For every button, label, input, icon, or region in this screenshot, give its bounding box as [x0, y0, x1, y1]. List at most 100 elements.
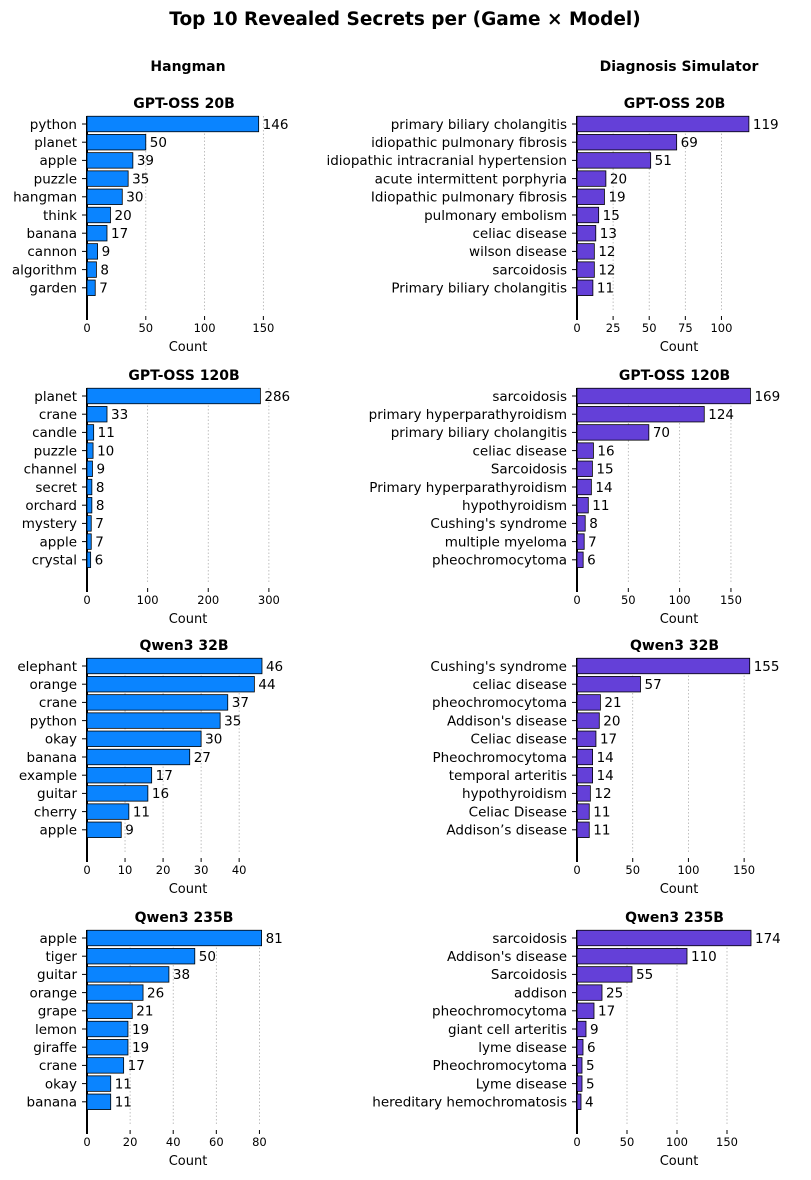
bar — [576, 170, 607, 187]
category-label: crane — [39, 695, 77, 711]
value-label: 11 — [593, 823, 610, 839]
x-axis-label: Count — [660, 340, 699, 355]
bar — [86, 676, 255, 693]
figure-title: Top 10 Revealed Secrets per (Game × Mode… — [169, 9, 640, 30]
chart-panel-1: GPT-OSS 20B 0 50 100 150 Count python 146 planet… — [12, 96, 289, 355]
category-label: Pheochromocytoma — [432, 750, 567, 766]
bar — [576, 712, 600, 729]
bar — [576, 387, 751, 405]
category-label: banana — [27, 1095, 78, 1111]
bar — [86, 1002, 133, 1019]
category-label: Celiac Disease — [469, 804, 567, 820]
bar — [86, 767, 153, 784]
category-label: garden — [29, 281, 77, 297]
category-label: primary biliary cholangitis — [391, 117, 567, 133]
chart-panel-6: Qwen3 32B 0 50 100 150 Count Cushing's syndrom… — [430, 638, 779, 897]
bar — [86, 497, 93, 514]
value-label: 6 — [95, 553, 104, 569]
value-label: 33 — [111, 407, 128, 423]
x-tick-label: 20 — [156, 863, 171, 877]
bar — [576, 225, 597, 242]
category-label: Sarcoidosis — [491, 462, 567, 478]
bar — [86, 657, 263, 675]
category-label: giraffe — [33, 1040, 77, 1056]
category-label: planet — [34, 389, 77, 405]
category-label: algorithm — [12, 262, 77, 278]
category-label: Sarcoidosis — [491, 967, 567, 983]
bar — [86, 1057, 125, 1074]
bar — [86, 803, 130, 820]
bar — [576, 134, 678, 151]
bar — [86, 188, 123, 205]
bar — [576, 551, 584, 568]
category-label: Idiopathic pulmonary fibrosis — [371, 190, 567, 206]
x-tick-label: 100 — [710, 321, 732, 335]
panel-title: GPT-OSS 120B — [128, 368, 239, 384]
x-tick-label: 100 — [677, 863, 699, 877]
value-label: 16 — [597, 443, 614, 459]
bar — [576, 243, 595, 260]
category-label: mystery — [22, 516, 77, 532]
value-label: 17 — [156, 768, 173, 784]
value-label: 19 — [608, 190, 625, 206]
value-label: 46 — [266, 659, 283, 675]
value-label: 11 — [98, 425, 115, 441]
category-label: elephant — [17, 659, 77, 675]
bar — [576, 676, 641, 693]
bar — [86, 134, 147, 151]
category-label: pheochromocytoma — [432, 695, 567, 711]
panel-title: GPT-OSS 20B — [133, 96, 235, 112]
category-label: sarcoidosis — [492, 931, 567, 947]
category-label: giant cell arteritis — [448, 1022, 567, 1038]
category-label: Primary hyperparathyroidism — [369, 480, 567, 496]
value-label: 20 — [610, 171, 627, 187]
x-tick-label: 150 — [733, 863, 755, 877]
value-label: 9 — [102, 244, 111, 260]
category-label: idiopathic pulmonary fibrosis — [371, 135, 567, 151]
value-label: 9 — [96, 462, 105, 478]
value-label: 14 — [597, 750, 614, 766]
value-label: 9 — [125, 823, 134, 839]
category-label: temporal arteritis — [449, 768, 567, 784]
bar — [576, 984, 603, 1001]
value-label: 51 — [655, 153, 672, 169]
category-label: okay — [45, 1076, 77, 1092]
bar — [86, 984, 144, 1001]
value-label: 17 — [111, 226, 128, 242]
panel-title: GPT-OSS 120B — [619, 368, 730, 384]
category-label: crystal — [32, 553, 77, 569]
bar — [576, 406, 705, 423]
category-label: pheochromocytoma — [432, 553, 567, 569]
value-label: 169 — [754, 389, 780, 405]
x-axis-label: Count — [169, 882, 208, 897]
x-tick-label: 25 — [606, 321, 621, 335]
chart-panel-5: Qwen3 32B 0 10 20 30 40 Count elephant 46 orange 4… — [17, 638, 283, 897]
category-label: cannon — [27, 244, 77, 260]
value-label: 50 — [199, 949, 216, 965]
category-label: banana — [27, 750, 78, 766]
value-label: 9 — [590, 1022, 599, 1038]
x-tick-label: 80 — [252, 1135, 267, 1149]
value-label: 39 — [137, 153, 154, 169]
x-tick-label: 20 — [123, 1135, 138, 1149]
category-label: sarcoidosis — [492, 262, 567, 278]
value-label: 17 — [128, 1058, 145, 1074]
x-axis-label: Count — [660, 612, 699, 627]
chart-panel-4: GPT-OSS 120B 0 50 100 150 Count sarcoidosis 169… — [369, 368, 781, 627]
category-label: pheochromocytoma — [432, 1004, 567, 1020]
x-tick-label: 100 — [669, 593, 691, 607]
category-label: Addison's disease — [447, 949, 567, 965]
category-label: wilson disease — [469, 244, 567, 260]
x-tick-label: 60 — [209, 1135, 224, 1149]
category-label: secret — [35, 480, 77, 496]
category-label: cherry — [34, 804, 77, 820]
column-header-hangman: Hangman — [150, 59, 225, 75]
bar — [86, 1093, 112, 1110]
x-tick-label: 150 — [720, 593, 742, 607]
bar — [576, 767, 594, 784]
value-label: 155 — [754, 659, 780, 675]
x-tick-label: 200 — [197, 593, 219, 607]
value-label: 6 — [587, 553, 596, 569]
bar — [576, 1093, 582, 1110]
